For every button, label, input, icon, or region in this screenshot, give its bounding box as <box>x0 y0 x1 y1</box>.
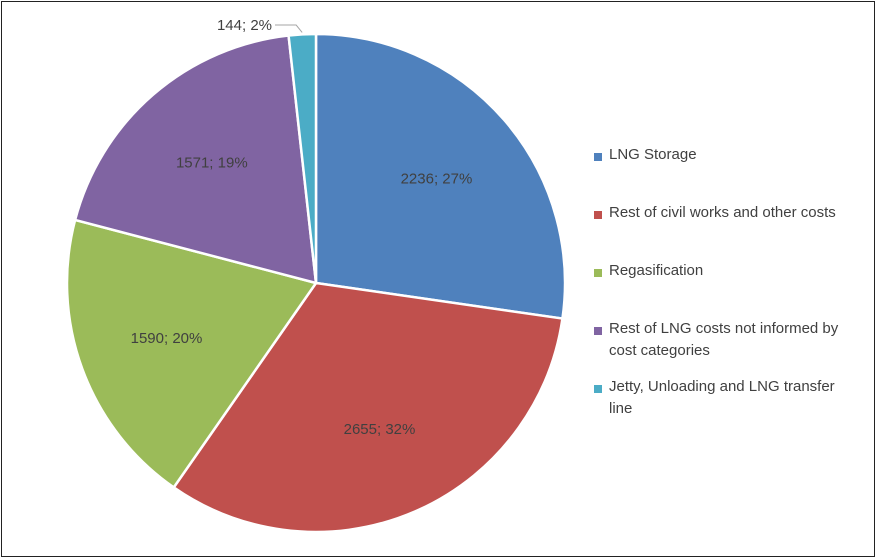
pie-slice-lng-storage <box>314 32 567 320</box>
pie-slice-rest-civil-works <box>172 281 564 534</box>
data-label-jetty: 144; 2% <box>217 17 272 34</box>
legend-item-rest-lng-costs: Rest of LNG costs not informed by cost c… <box>594 320 874 362</box>
leader-line-jetty <box>275 24 303 33</box>
legend-swatch <box>594 211 602 219</box>
legend-item-jetty: Jetty, Unloading and LNG transfer line <box>594 378 874 420</box>
data-labels: 2236; 27% 2655; 32% 1590; 20% 1571; 19% … <box>131 17 473 438</box>
leader-lines <box>275 24 303 33</box>
legend-swatch <box>594 385 602 393</box>
pie-slices <box>65 32 567 534</box>
legend-label: Rest of LNG costs not informed by cost c… <box>609 320 839 359</box>
legend-label: LNG Storage <box>609 146 697 163</box>
legend-item-lng-storage: LNG Storage <box>594 146 874 166</box>
pie-slice-regasification <box>65 218 319 490</box>
data-label-rest-lng-costs: 1571; 19% <box>176 154 248 171</box>
legend-swatch <box>594 269 602 277</box>
data-label-lng-storage: 2236; 27% <box>401 171 473 188</box>
legend-label: Rest of civil works and other costs <box>609 204 836 221</box>
pie-slice-jetty <box>287 32 318 284</box>
legend-label: Regasification <box>609 262 704 279</box>
legend-item-rest-civil-works: Rest of civil works and other costs <box>594 204 874 224</box>
legend-swatch <box>594 327 602 335</box>
data-label-regasification: 1590; 20% <box>131 330 203 347</box>
pie-slice-rest-lng-costs <box>73 34 318 285</box>
legend-item-regasification: Regasification <box>594 262 874 282</box>
legend-swatch <box>594 153 602 161</box>
legend-label: Jetty, Unloading and LNG transfer line <box>609 378 835 417</box>
data-label-rest-civil-works: 2655; 32% <box>344 421 416 438</box>
